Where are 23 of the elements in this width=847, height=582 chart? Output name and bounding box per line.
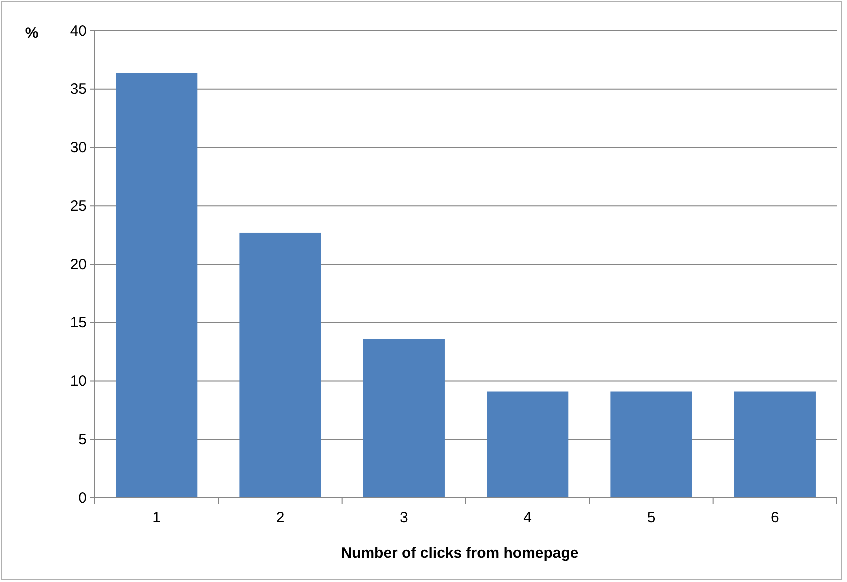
y-tick-label: 25 bbox=[70, 198, 87, 215]
y-tick-label: 5 bbox=[78, 431, 87, 448]
y-tick-label: 35 bbox=[70, 81, 87, 98]
bar bbox=[610, 392, 692, 498]
x-tick-label: 1 bbox=[152, 510, 162, 527]
x-tick-label: 6 bbox=[770, 510, 780, 527]
x-tick-label: 5 bbox=[647, 510, 656, 527]
bar bbox=[240, 232, 322, 498]
y-tick-label: 0 bbox=[78, 490, 87, 507]
y-tick-label: 15 bbox=[70, 314, 87, 332]
y-tick-label: 20 bbox=[70, 256, 87, 274]
y-tick-label: 10 bbox=[70, 373, 87, 390]
x-axis-title: Number of clicks from homepage bbox=[341, 545, 579, 562]
y-axis-title: % bbox=[25, 25, 39, 42]
bar bbox=[116, 73, 198, 498]
y-tick-label: 30 bbox=[70, 140, 87, 157]
bar bbox=[487, 392, 569, 498]
bar bbox=[363, 339, 445, 498]
y-tick-label: 40 bbox=[70, 22, 87, 40]
x-tick-label: 4 bbox=[524, 510, 532, 527]
bar bbox=[734, 392, 816, 498]
x-tick-label: 2 bbox=[276, 510, 285, 527]
x-tick-label: 3 bbox=[400, 510, 408, 527]
